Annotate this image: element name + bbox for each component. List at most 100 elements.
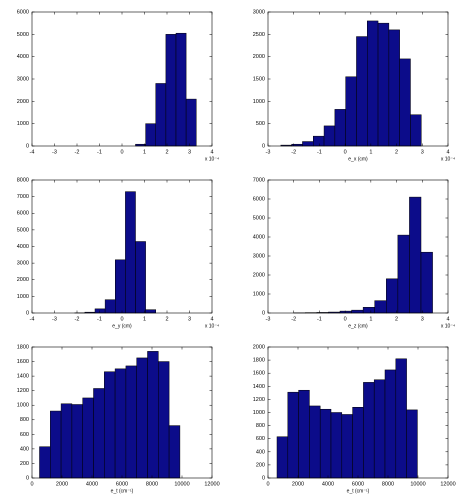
- x-tick-label: 12000: [204, 481, 219, 487]
- x-tick-label: -1: [317, 149, 322, 155]
- x-tick-label: -2: [75, 316, 80, 322]
- x-tick-label: -1: [97, 316, 102, 322]
- x-tick-label: 1: [369, 316, 372, 322]
- y-tick-label: 1800: [17, 344, 29, 350]
- bar: [114, 368, 127, 479]
- bar: [362, 307, 375, 314]
- y-tick-label: 8000: [17, 177, 29, 183]
- x-tick-label: 3: [421, 316, 424, 322]
- x-axis-label: e_t (cm⁻¹): [347, 488, 370, 494]
- y-tick-label: 600: [256, 436, 265, 442]
- bar: [395, 358, 407, 479]
- bar: [185, 98, 197, 147]
- y-tick-label: 3000: [253, 9, 265, 15]
- y-tick-label: 2000: [253, 272, 265, 278]
- x-tick-label: 1: [369, 149, 372, 155]
- bar: [377, 22, 390, 147]
- x-tick-label: 6000: [116, 481, 128, 487]
- y-tick-label: 600: [20, 432, 29, 438]
- bar: [341, 414, 353, 479]
- y-tick-label: 0: [262, 475, 265, 481]
- bar: [175, 32, 187, 147]
- y-tick-label: 0: [26, 475, 29, 481]
- bar: [94, 308, 106, 314]
- x-tick-label: -3: [266, 316, 271, 322]
- bar: [287, 391, 299, 479]
- bar: [345, 76, 357, 147]
- bar: [147, 351, 159, 479]
- y-tick-label: 0: [262, 143, 265, 149]
- x-tick-label: 0: [120, 316, 123, 322]
- bar: [334, 109, 346, 147]
- x-tick-label: 2: [165, 316, 168, 322]
- x-tick-label: 4: [210, 149, 213, 155]
- y-tick-label: 7000: [253, 177, 265, 183]
- bar: [388, 29, 400, 147]
- bar: [50, 410, 62, 479]
- y-tick-label: 1000: [17, 294, 29, 300]
- bar: [60, 403, 73, 479]
- x-multiplier: x 10⁻⁴: [441, 156, 455, 162]
- x-multiplier: x 10⁻⁴: [205, 156, 219, 162]
- bar: [168, 425, 181, 479]
- x-tick-label: -4: [30, 316, 35, 322]
- y-tick-label: 4000: [17, 244, 29, 250]
- x-tick-label: 0: [344, 316, 347, 322]
- bar: [135, 241, 146, 314]
- bar: [145, 309, 156, 314]
- x-tick-label: 2000: [56, 481, 68, 487]
- x-tick-label: 3: [188, 149, 191, 155]
- bar: [104, 299, 116, 314]
- y-tick-label: 1400: [17, 374, 29, 380]
- y-tick-label: 7000: [17, 194, 29, 200]
- bar: [115, 259, 126, 314]
- x-axis-label: e_z (cm): [348, 323, 368, 329]
- bar: [374, 300, 387, 314]
- bar: [39, 446, 51, 479]
- y-tick-label: 1200: [17, 388, 29, 394]
- bar: [409, 196, 422, 314]
- bar: [313, 135, 325, 147]
- y-tick-label: 200: [256, 462, 265, 468]
- y-tick-label: 2000: [253, 344, 265, 350]
- y-tick-label: 400: [20, 446, 29, 452]
- bar: [125, 365, 137, 479]
- bar: [386, 278, 399, 314]
- y-tick-label: 400: [256, 449, 265, 455]
- bar: [93, 388, 105, 479]
- y-tick-label: 800: [256, 423, 265, 429]
- x-tick-label: 4: [446, 149, 449, 155]
- y-tick-label: 6000: [17, 9, 29, 15]
- x-tick-label: -4: [30, 149, 35, 155]
- bar: [373, 379, 386, 479]
- bar: [352, 407, 364, 479]
- y-tick-label: 2500: [253, 32, 265, 38]
- bar: [330, 412, 343, 479]
- y-tick-label: 1600: [17, 359, 29, 365]
- y-tick-label: 1000: [253, 99, 265, 105]
- y-tick-label: 2000: [253, 54, 265, 60]
- bar: [155, 83, 167, 147]
- x-tick-label: 0: [266, 481, 269, 487]
- y-tick-label: 0: [262, 310, 265, 316]
- bar: [165, 34, 177, 147]
- x-tick-label: -1: [97, 149, 102, 155]
- bar: [136, 357, 148, 479]
- y-tick-label: 6000: [17, 211, 29, 217]
- y-tick-label: 3000: [17, 261, 29, 267]
- y-tick-label: 0: [26, 310, 29, 316]
- x-tick-label: 0: [120, 149, 123, 155]
- y-tick-label: 0: [26, 143, 29, 149]
- x-tick-label: 12000: [440, 481, 455, 487]
- y-tick-label: 500: [256, 121, 265, 127]
- x-tick-label: 4000: [86, 481, 98, 487]
- x-tick-label: 2000: [292, 481, 304, 487]
- bar: [298, 389, 310, 479]
- y-tick-label: 800: [20, 417, 29, 423]
- x-tick-label: -3: [266, 149, 271, 155]
- y-tick-label: 6000: [253, 196, 265, 202]
- x-tick-label: -1: [317, 316, 322, 322]
- y-tick-label: 5000: [253, 215, 265, 221]
- x-tick-label: -2: [75, 149, 80, 155]
